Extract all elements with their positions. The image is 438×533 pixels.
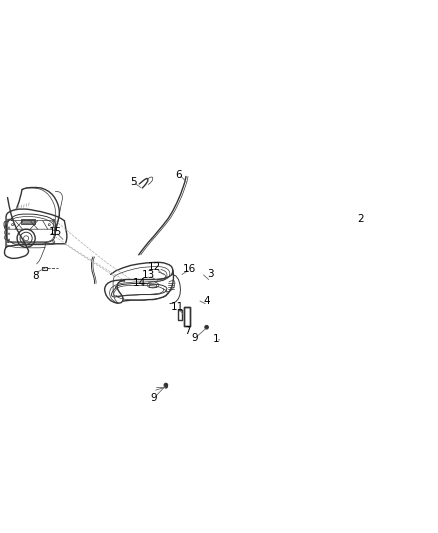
Bar (149, 284, 156, 287)
Bar (29, 221, 31, 222)
Text: 4: 4 (204, 296, 210, 305)
Text: 2: 2 (357, 214, 364, 224)
Bar (184, 307, 190, 326)
Bar (22, 220, 34, 223)
Bar (26, 221, 28, 222)
Text: 7: 7 (184, 326, 191, 336)
Text: 15: 15 (49, 227, 62, 237)
Text: 5: 5 (131, 177, 137, 188)
Text: 9: 9 (192, 333, 198, 343)
Text: 8: 8 (32, 271, 39, 281)
Text: 12: 12 (148, 262, 162, 272)
Bar (32, 221, 34, 222)
Bar (21, 219, 35, 224)
Circle shape (164, 385, 167, 388)
Text: 3: 3 (207, 270, 213, 279)
Text: 16: 16 (183, 264, 196, 274)
Circle shape (164, 383, 168, 387)
Text: 13: 13 (141, 270, 155, 280)
Text: 11: 11 (171, 302, 184, 312)
Text: 1: 1 (213, 334, 219, 344)
Bar (42, 267, 47, 270)
Text: 9: 9 (151, 393, 157, 402)
Text: 14: 14 (133, 278, 146, 288)
Bar (23, 221, 25, 222)
Text: 6: 6 (176, 171, 182, 181)
Circle shape (205, 326, 208, 329)
